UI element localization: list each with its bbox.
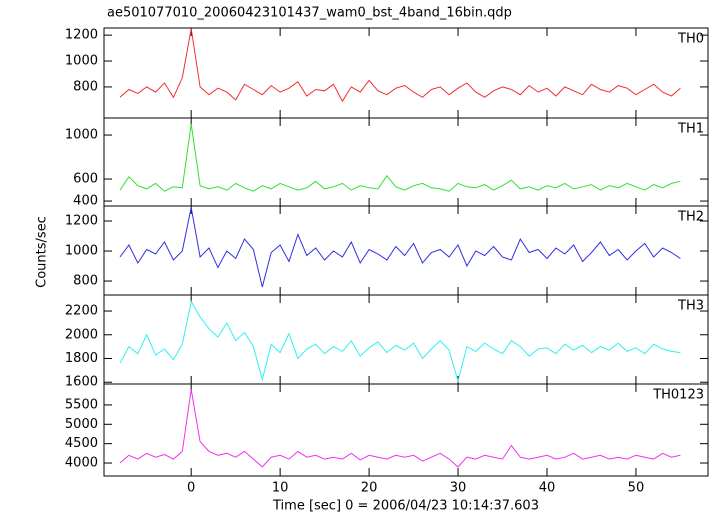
- y-tick-label: 5000: [65, 417, 98, 432]
- x-tick-label: 10: [272, 481, 289, 496]
- light-curve: [119, 123, 681, 192]
- chart-title: ae501077010_20060423101437_wam0_bst_4ban…: [107, 6, 512, 21]
- y-tick-label: 400: [73, 194, 98, 209]
- panel-label: TH1: [677, 122, 704, 137]
- y-tick-label: 600: [73, 172, 98, 187]
- x-axis-label: Time [sec] 0 = 2006/04/23 10:14:37.603: [272, 499, 539, 514]
- y-tick-label: 1200: [65, 28, 98, 43]
- y-tick-label: 1600: [65, 375, 98, 390]
- light-curve: [119, 28, 681, 103]
- panel-frame: [103, 27, 709, 119]
- y-tick-label: 2200: [65, 304, 98, 319]
- x-tick-label: 40: [539, 481, 556, 496]
- y-tick-label: 1000: [65, 54, 98, 69]
- y-tick-label: 800: [73, 79, 98, 94]
- y-tick-label: 4500: [65, 436, 98, 451]
- light-curve: [119, 389, 681, 468]
- x-tick-label: 0: [187, 481, 195, 496]
- light-curve: [119, 300, 681, 383]
- y-axis-label: Counts/sec: [35, 216, 50, 288]
- x-tick-label: 30: [450, 481, 467, 496]
- panel-frame: [103, 383, 709, 477]
- y-tick-label: 4000: [65, 456, 98, 471]
- y-tick-label: 1000: [65, 244, 98, 259]
- y-tick-label: 800: [73, 274, 98, 289]
- panel-label: TH0: [677, 32, 704, 47]
- panel-label: TH2: [677, 210, 704, 225]
- x-tick-label: 50: [628, 481, 645, 496]
- y-tick-label: 1800: [65, 351, 98, 366]
- y-tick-label: 1000: [65, 128, 98, 143]
- y-tick-label: 5500: [65, 397, 98, 412]
- panel-frame: [103, 117, 709, 207]
- light-curve: [119, 207, 681, 288]
- y-tick-label: 1200: [65, 214, 98, 229]
- panel-label: TH3: [677, 299, 704, 314]
- y-tick-label: 2000: [65, 327, 98, 342]
- panel-label: TH0123: [652, 388, 704, 403]
- x-tick-label: 20: [361, 481, 378, 496]
